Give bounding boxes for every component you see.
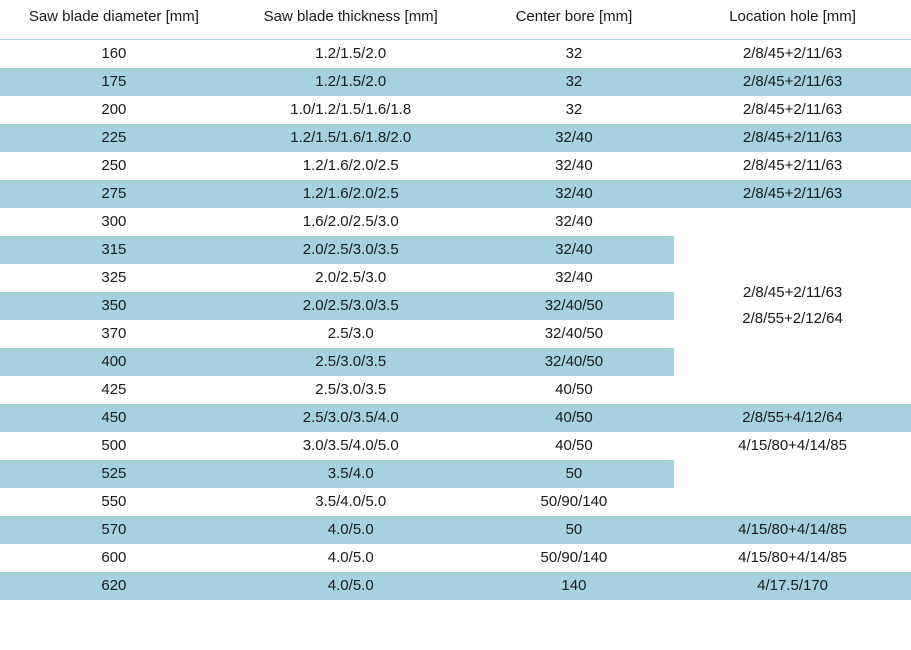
cell-diameter: 425 [0,376,228,404]
col-header-diameter: Saw blade diameter [mm] [0,0,228,40]
cell-thickness: 1.0/1.2/1.5/1.6/1.8 [228,96,474,124]
cell-diameter: 225 [0,124,228,152]
cell-diameter: 175 [0,68,228,96]
cell-diameter: 500 [0,432,228,460]
cell-diameter: 300 [0,208,228,236]
cell-location: 4/15/80+4/14/85 [674,544,911,572]
col-header-location: Location hole [mm] [674,0,911,40]
cell-diameter: 600 [0,544,228,572]
cell-diameter: 525 [0,460,228,488]
cell-bore: 50/90/140 [474,544,674,572]
col-header-bore: Center bore [mm] [474,0,674,40]
cell-thickness: 1.2/1.6/2.0/2.5 [228,180,474,208]
table-header-row: Saw blade diameter [mm] Saw blade thickn… [0,0,911,40]
table-row: 275 1.2/1.6/2.0/2.5 32/40 2/8/45+2/11/63 [0,180,911,208]
cell-thickness: 2.5/3.0/3.5/4.0 [228,404,474,432]
saw-blade-table: Saw blade diameter [mm] Saw blade thickn… [0,0,911,600]
table-row: 300 1.6/2.0/2.5/3.0 32/40 2/8/45+2/11/63… [0,208,911,236]
cell-thickness: 2.0/2.5/3.0/3.5 [228,236,474,264]
cell-diameter: 325 [0,264,228,292]
cell-location: 2/8/55+4/12/64 [674,404,911,432]
cell-diameter: 620 [0,572,228,600]
cell-thickness: 1.2/1.5/1.6/1.8/2.0 [228,124,474,152]
cell-location: 2/8/45+2/11/63 [674,124,911,152]
table-row: 525 3.5/4.0 50 [0,460,911,488]
cell-thickness: 2.5/3.0 [228,320,474,348]
cell-diameter: 370 [0,320,228,348]
cell-thickness: 1.2/1.6/2.0/2.5 [228,152,474,180]
table-row: 600 4.0/5.0 50/90/140 4/15/80+4/14/85 [0,544,911,572]
cell-diameter: 315 [0,236,228,264]
merged-line: 2/8/55+2/12/64 [678,306,907,332]
cell-diameter: 550 [0,488,228,516]
cell-bore: 32/40 [474,152,674,180]
cell-bore: 32/40/50 [474,320,674,348]
cell-location: 2/8/45+2/11/63 [674,152,911,180]
cell-thickness: 2.0/2.5/3.0/3.5 [228,292,474,320]
cell-diameter: 400 [0,348,228,376]
table-row: 500 3.0/3.5/4.0/5.0 40/50 4/15/80+4/14/8… [0,432,911,460]
cell-location-merged: 2/8/45+2/11/63 2/8/55+2/12/64 [674,208,911,404]
table-row: 450 2.5/3.0/3.5/4.0 40/50 2/8/55+4/12/64 [0,404,911,432]
cell-location: 4/15/80+4/14/85 [674,516,911,544]
cell-thickness: 1.6/2.0/2.5/3.0 [228,208,474,236]
table-row: 570 4.0/5.0 50 4/15/80+4/14/85 [0,516,911,544]
cell-bore: 32/40 [474,264,674,292]
cell-location: 4/17.5/170 [674,572,911,600]
cell-diameter: 350 [0,292,228,320]
cell-bore: 32/40/50 [474,348,674,376]
cell-bore: 32/40 [474,124,674,152]
cell-bore: 32 [474,68,674,96]
cell-thickness: 2.0/2.5/3.0 [228,264,474,292]
cell-thickness: 4.0/5.0 [228,572,474,600]
cell-diameter: 200 [0,96,228,124]
cell-diameter: 450 [0,404,228,432]
table-row: 250 1.2/1.6/2.0/2.5 32/40 2/8/45+2/11/63 [0,152,911,180]
cell-thickness: 3.5/4.0 [228,460,474,488]
cell-bore: 140 [474,572,674,600]
table-row: 200 1.0/1.2/1.5/1.6/1.8 32 2/8/45+2/11/6… [0,96,911,124]
table-row: 225 1.2/1.5/1.6/1.8/2.0 32/40 2/8/45+2/1… [0,124,911,152]
cell-location: 2/8/45+2/11/63 [674,180,911,208]
cell-thickness: 3.0/3.5/4.0/5.0 [228,432,474,460]
cell-bore: 50/90/140 [474,488,674,516]
cell-location: 4/15/80+4/14/85 [674,432,911,460]
cell-diameter: 160 [0,40,228,68]
cell-diameter: 275 [0,180,228,208]
cell-thickness: 3.5/4.0/5.0 [228,488,474,516]
cell-bore: 32/40/50 [474,292,674,320]
cell-thickness: 1.2/1.5/2.0 [228,40,474,68]
cell-location-merged [674,460,911,516]
table-row: 620 4.0/5.0 140 4/17.5/170 [0,572,911,600]
cell-bore: 32 [474,40,674,68]
cell-thickness: 2.5/3.0/3.5 [228,376,474,404]
cell-diameter: 250 [0,152,228,180]
cell-diameter: 570 [0,516,228,544]
table-row: 160 1.2/1.5/2.0 32 2/8/45+2/11/63 [0,40,911,68]
cell-bore: 50 [474,516,674,544]
cell-thickness: 4.0/5.0 [228,544,474,572]
cell-thickness: 2.5/3.0/3.5 [228,348,474,376]
cell-bore: 40/50 [474,376,674,404]
cell-thickness: 4.0/5.0 [228,516,474,544]
table-body: 160 1.2/1.5/2.0 32 2/8/45+2/11/63 175 1.… [0,40,911,600]
col-header-thickness: Saw blade thickness [mm] [228,0,474,40]
cell-bore: 50 [474,460,674,488]
cell-location: 2/8/45+2/11/63 [674,68,911,96]
cell-bore: 32/40 [474,208,674,236]
merged-line: 2/8/45+2/11/63 [678,280,907,306]
cell-location: 2/8/45+2/11/63 [674,40,911,68]
cell-location: 2/8/45+2/11/63 [674,96,911,124]
table-row: 175 1.2/1.5/2.0 32 2/8/45+2/11/63 [0,68,911,96]
cell-bore: 32/40 [474,180,674,208]
cell-bore: 40/50 [474,432,674,460]
cell-thickness: 1.2/1.5/2.0 [228,68,474,96]
cell-bore: 32 [474,96,674,124]
cell-bore: 32/40 [474,236,674,264]
cell-bore: 40/50 [474,404,674,432]
